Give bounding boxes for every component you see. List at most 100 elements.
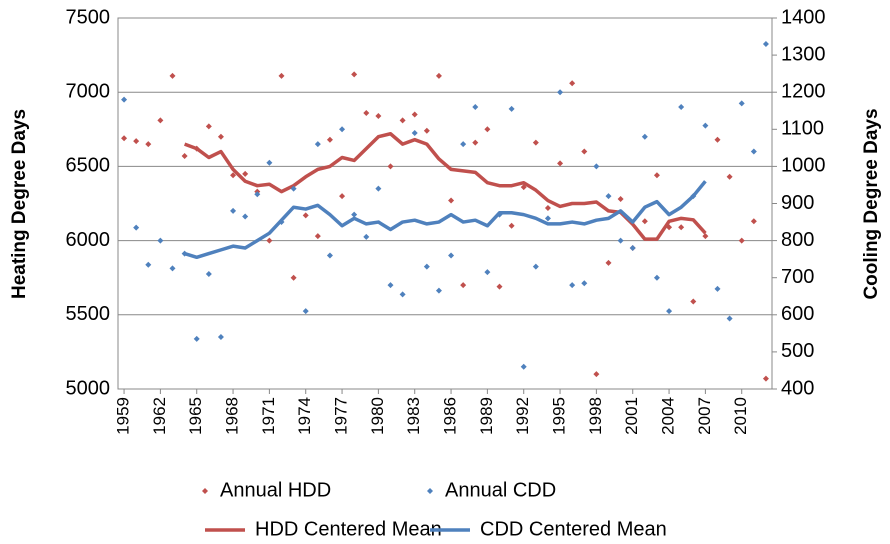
data-point: [750, 148, 757, 155]
data-point: [351, 71, 358, 78]
data-point: [544, 215, 551, 222]
y-axis-label: Heating Degree Days: [9, 109, 30, 299]
data-point: [266, 237, 273, 244]
legend-label: CDD Centered Mean: [480, 518, 667, 540]
data-point: [217, 133, 224, 140]
y2-tick-label: 1200: [781, 80, 826, 102]
y-tick-label: 7000: [66, 80, 111, 102]
x-tick-label: 1971: [259, 397, 278, 435]
data-point: [314, 233, 321, 240]
data-point: [629, 245, 636, 252]
data-point: [326, 252, 333, 259]
data-point: [641, 133, 648, 140]
data-line: [184, 180, 707, 260]
data-point: [145, 261, 152, 268]
data-line: [184, 132, 707, 241]
data-point: [738, 237, 745, 244]
legend-label: Annual HDD: [220, 479, 331, 501]
y2-axis-label: Cooling Degree Days: [861, 108, 882, 299]
y2-tick-label: 1000: [781, 155, 826, 177]
y2-tick-label: 500: [781, 340, 814, 362]
data-point: [169, 265, 176, 272]
data-point: [617, 237, 624, 244]
data-point: [302, 212, 309, 219]
data-point: [423, 263, 430, 270]
data-point: [581, 280, 588, 287]
data-point: [230, 172, 237, 179]
data-point: [133, 224, 140, 231]
data-point: [254, 191, 261, 198]
data-point: [714, 136, 721, 143]
y2-tick-label: 1400: [781, 6, 826, 28]
data-point: [399, 291, 406, 298]
data-point: [290, 185, 297, 192]
x-tick-label: 1974: [295, 397, 314, 435]
data-point: [762, 375, 769, 382]
data-point: [508, 105, 515, 112]
data-point: [532, 263, 539, 270]
data-point: [375, 185, 382, 192]
data-point: [653, 172, 660, 179]
data-point: [605, 193, 612, 200]
x-tick-label: 1962: [150, 397, 169, 435]
x-tick-label: 1989: [477, 397, 496, 435]
data-point: [181, 153, 188, 160]
data-point: [411, 111, 418, 118]
data-point: [435, 72, 442, 79]
data-point: [569, 282, 576, 289]
x-tick-label: 1995: [550, 397, 569, 435]
data-point: [230, 207, 237, 214]
data-point: [351, 211, 358, 218]
data-point: [266, 159, 273, 166]
data-point: [557, 89, 564, 96]
data-point: [653, 274, 660, 281]
data-point: [678, 224, 685, 231]
data-point: [339, 193, 346, 200]
data-point: [448, 197, 455, 204]
data-point: [121, 135, 128, 142]
x-tick-label: 1983: [404, 397, 423, 435]
data-point: [145, 141, 152, 148]
data-point: [593, 163, 600, 170]
data-point: [557, 160, 564, 167]
legend-label: Annual CDD: [445, 479, 556, 501]
y-tick-label: 5500: [66, 303, 111, 325]
data-point: [508, 222, 515, 229]
data-point: [593, 371, 600, 378]
data-point: [387, 163, 394, 170]
data-point: [435, 287, 442, 294]
data-point: [581, 148, 588, 155]
data-point: [617, 196, 624, 203]
data-point: [762, 40, 769, 47]
x-tick-label: 1968: [223, 397, 242, 435]
data-point: [702, 122, 709, 129]
data-point: [460, 282, 467, 289]
data-point: [121, 96, 128, 103]
data-point: [605, 259, 612, 266]
data-point: [532, 139, 539, 146]
data-point: [205, 270, 212, 277]
data-point: [484, 126, 491, 133]
data-point: [484, 269, 491, 276]
data-point: [363, 109, 370, 116]
data-point: [242, 213, 249, 220]
data-point: [472, 104, 479, 111]
x-tick-label: 2001: [622, 397, 641, 435]
data-point: [569, 80, 576, 87]
data-point: [726, 173, 733, 180]
data-point: [690, 298, 697, 305]
data-point: [423, 127, 430, 134]
data-point: [314, 141, 321, 148]
x-tick-label: 1977: [332, 397, 351, 435]
data-point: [678, 104, 685, 111]
data-point: [278, 72, 285, 79]
y2-tick-label: 800: [781, 229, 814, 251]
legend-marker: [202, 488, 208, 494]
data-point: [363, 233, 370, 240]
y-tick-label: 6500: [66, 155, 111, 177]
x-tick-label: 2007: [695, 397, 714, 435]
data-point: [326, 136, 333, 143]
legend-marker: [427, 488, 433, 494]
data-point: [496, 283, 503, 290]
